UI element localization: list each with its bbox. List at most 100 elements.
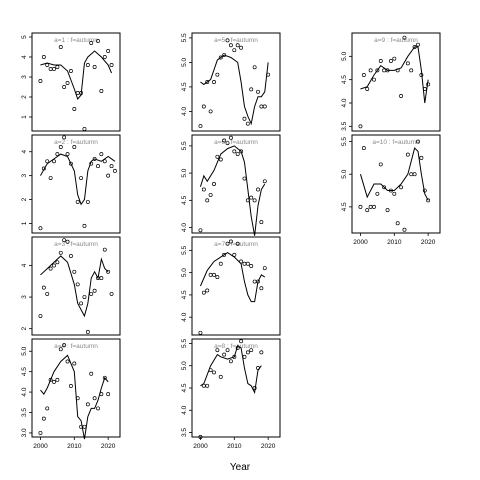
data-point	[89, 291, 94, 296]
data-point	[365, 208, 370, 213]
data-point	[365, 87, 370, 91]
panel-9: a=4 : f=autumn 3.0 3.5 4.0 4.5 5.0 2000 2010 202…	[21, 338, 121, 450]
data-point	[89, 371, 94, 376]
y-tick-label: 5.0	[21, 346, 28, 355]
data-point	[409, 172, 414, 177]
y-tick-label: 4	[21, 55, 28, 59]
data-point	[45, 291, 50, 296]
data-point	[45, 406, 50, 411]
data-point	[198, 435, 203, 439]
data-point	[41, 55, 46, 59]
data-point	[201, 290, 206, 295]
data-point	[245, 198, 250, 203]
data-point	[225, 348, 230, 353]
data-point	[48, 176, 53, 180]
y-tick-label: 5	[21, 35, 28, 39]
data-point	[368, 68, 373, 73]
data-point	[419, 155, 424, 160]
data-point	[82, 127, 87, 131]
data-point	[392, 191, 397, 196]
data-point	[62, 238, 67, 243]
y-tick-label: 4.0	[181, 107, 188, 116]
y-tick-label: 4.5	[181, 383, 188, 392]
data-point	[426, 198, 431, 203]
data-point	[412, 45, 417, 49]
data-point	[239, 339, 244, 344]
data-point	[208, 192, 213, 197]
data-point	[256, 89, 260, 94]
data-point	[242, 261, 247, 266]
panel-frame	[351, 134, 441, 234]
data-point	[266, 72, 271, 77]
data-point	[232, 48, 237, 53]
data-point	[405, 61, 410, 66]
data-point	[262, 179, 267, 184]
data-point	[55, 377, 60, 382]
panels-layer: a=1 : f=autumn 1 2 3 4 5 a=5 : f=autumn 4.0 4.5 5…	[21, 32, 441, 450]
data-point	[68, 69, 73, 73]
panel-strip-label: a=3 : f=autumn	[54, 241, 98, 248]
y-tick-label: 2	[21, 197, 28, 201]
data-point	[215, 348, 220, 353]
trend-line	[40, 50, 113, 100]
x-tick-label: 2010	[227, 443, 242, 450]
data-point	[249, 264, 254, 268]
data-point	[372, 204, 376, 209]
data-point	[225, 241, 230, 246]
data-point	[222, 352, 227, 357]
data-point	[375, 68, 380, 73]
data-point	[382, 68, 387, 73]
data-point	[218, 55, 223, 60]
data-point	[68, 384, 73, 388]
data-point	[55, 65, 60, 69]
data-point	[228, 359, 233, 364]
data-point	[378, 162, 383, 167]
data-point	[228, 239, 233, 244]
data-point	[215, 72, 220, 77]
data-point	[416, 42, 420, 47]
data-point	[412, 172, 417, 177]
data-point	[99, 152, 104, 157]
data-point	[212, 182, 216, 186]
data-point	[99, 392, 104, 397]
y-tick-label: 4.5	[21, 367, 28, 376]
data-point	[205, 383, 210, 388]
data-point	[72, 144, 77, 149]
x-tick-label: 2010	[67, 443, 82, 450]
data-point	[242, 354, 247, 359]
data-point	[361, 73, 366, 77]
data-point	[208, 368, 213, 373]
trend-line	[200, 251, 266, 303]
data-point	[222, 138, 227, 143]
data-point	[198, 228, 203, 233]
y-tick-label: 4.0	[21, 387, 28, 396]
y-tick-label: 5.0	[341, 51, 348, 60]
data-point	[79, 301, 84, 306]
y-tick-label: 4.5	[181, 82, 188, 91]
data-point	[41, 166, 46, 171]
data-point	[422, 188, 427, 193]
data-point	[416, 139, 420, 144]
data-point	[259, 286, 264, 291]
data-point	[208, 272, 213, 277]
data-point	[235, 152, 240, 157]
data-point	[218, 157, 223, 162]
data-point	[58, 347, 63, 352]
data-point	[102, 55, 107, 59]
y-tick-label: 5.5	[181, 33, 188, 42]
data-point	[402, 227, 407, 232]
y-tick-label: 5.5	[181, 245, 188, 254]
data-point	[392, 56, 397, 61]
data-point	[249, 195, 254, 200]
data-point	[222, 252, 227, 257]
y-tick-label: 3.5	[341, 121, 348, 130]
y-tick-label: 4.0	[181, 405, 188, 414]
trend-line	[360, 46, 429, 104]
data-point	[55, 152, 60, 157]
data-point	[222, 53, 227, 58]
data-point	[82, 223, 87, 228]
data-point	[68, 254, 73, 258]
y-tick-label: 3.5	[181, 428, 188, 437]
data-point	[249, 87, 254, 92]
